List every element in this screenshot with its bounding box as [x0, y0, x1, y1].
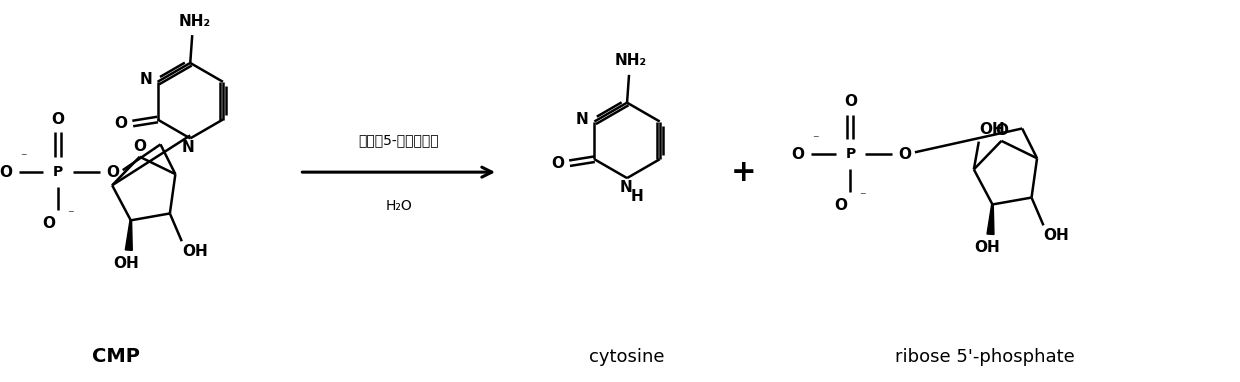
Text: ⁻: ⁻ — [20, 151, 27, 164]
Text: P: P — [846, 147, 856, 161]
Text: H₂O: H₂O — [386, 199, 412, 213]
Text: OH: OH — [182, 244, 207, 259]
Text: O: O — [107, 165, 119, 180]
Text: N: N — [577, 112, 589, 127]
Text: O: O — [835, 198, 847, 214]
Text: O: O — [994, 123, 1008, 138]
Text: OH: OH — [975, 240, 1001, 255]
Text: O: O — [133, 139, 146, 154]
Text: N: N — [182, 140, 195, 155]
Text: O: O — [791, 147, 805, 162]
Text: ⁻: ⁻ — [67, 208, 73, 221]
Text: H: H — [631, 189, 644, 204]
Text: NH₂: NH₂ — [615, 53, 647, 68]
Polygon shape — [125, 220, 133, 250]
Text: OH: OH — [1044, 228, 1069, 243]
Text: N: N — [139, 72, 153, 87]
Text: O: O — [0, 165, 12, 180]
Text: ⁻: ⁻ — [859, 191, 866, 204]
Text: O: O — [899, 147, 911, 162]
Text: O: O — [52, 112, 64, 127]
Polygon shape — [987, 204, 994, 235]
Text: P: P — [53, 165, 63, 179]
Text: +: + — [730, 158, 756, 187]
Text: OH: OH — [113, 256, 139, 270]
Text: ribose 5'-phosphate: ribose 5'-phosphate — [894, 348, 1074, 366]
Text: N: N — [620, 180, 632, 194]
Text: O: O — [42, 216, 55, 231]
Text: cytosine: cytosine — [589, 348, 665, 366]
Text: NH₂: NH₂ — [179, 14, 211, 29]
Text: 核苷酸5-磷酸核苷酶: 核苷酸5-磷酸核苷酶 — [358, 133, 439, 147]
Text: O: O — [551, 156, 564, 171]
Text: O: O — [114, 116, 128, 131]
Text: ⁻: ⁻ — [812, 133, 818, 146]
Text: O: O — [844, 94, 857, 109]
Text: CMP: CMP — [92, 347, 140, 366]
Text: OH: OH — [978, 122, 1004, 137]
